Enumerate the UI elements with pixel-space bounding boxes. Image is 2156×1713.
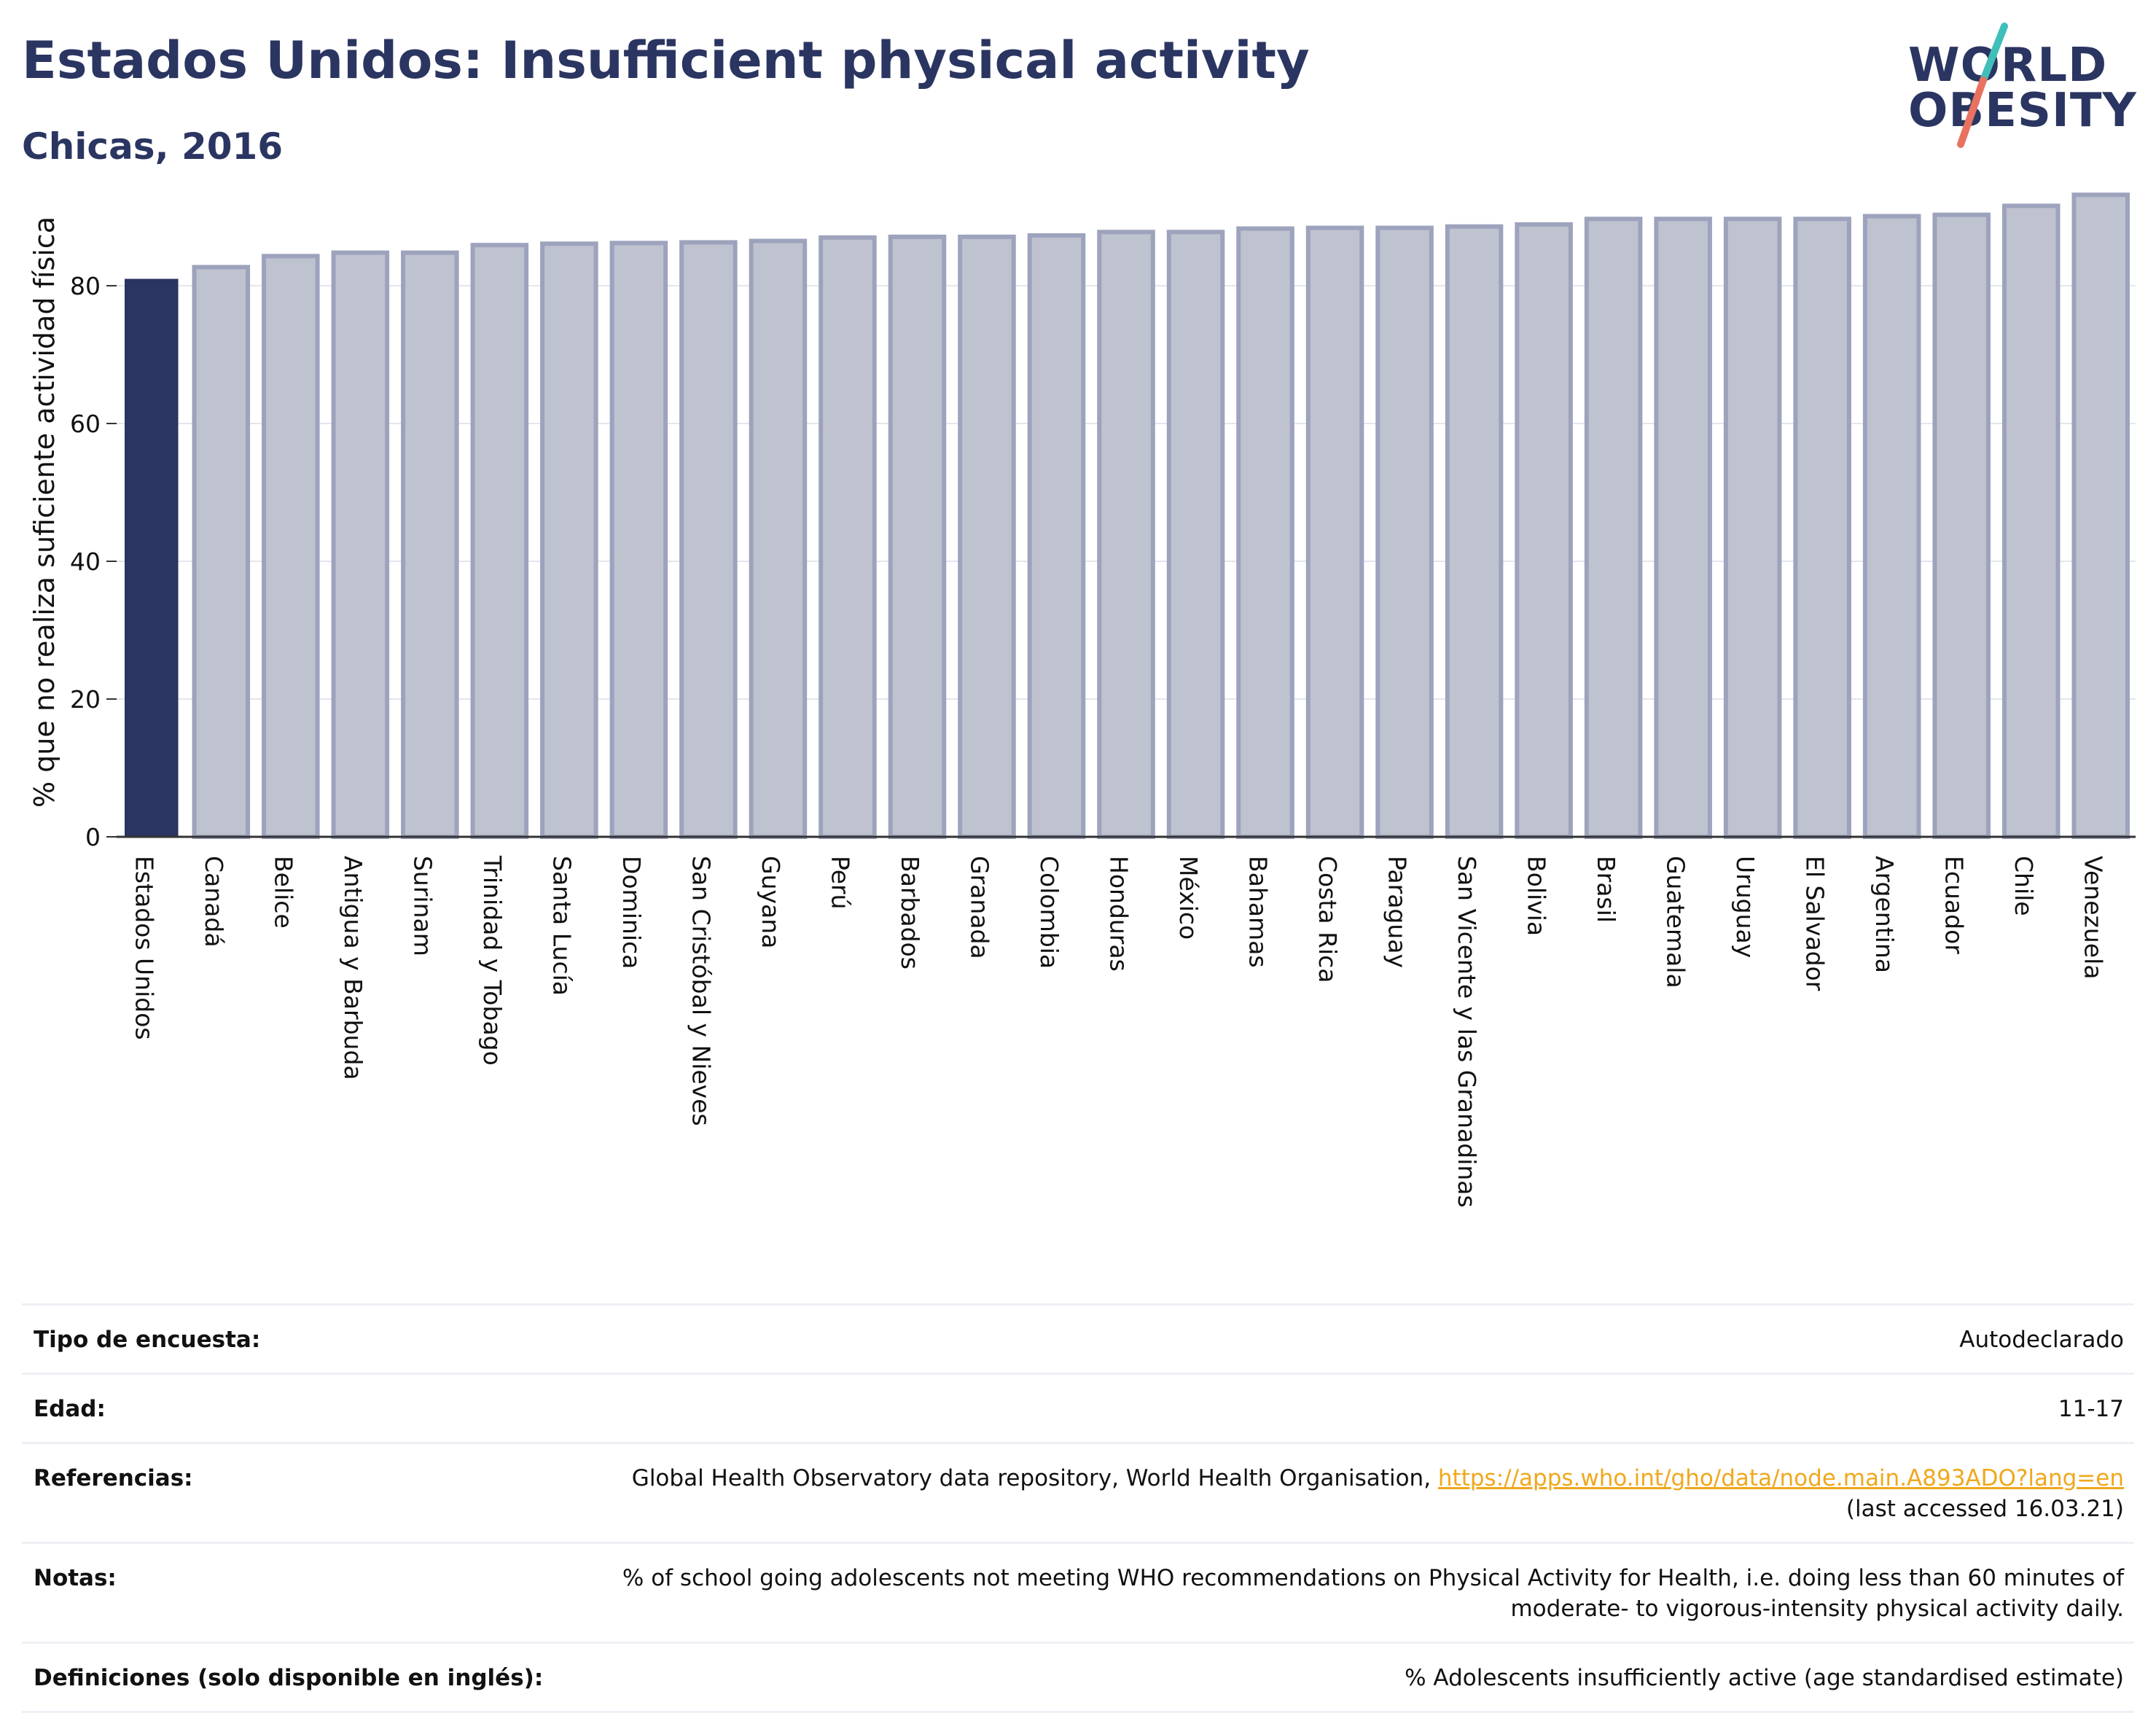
bar (819, 235, 877, 840)
x-tick-label: Granada (965, 856, 993, 959)
info-value: % of school going adolescents not meetin… (520, 1563, 2124, 1624)
bar (1862, 214, 1921, 839)
x-tick-label: Guyana (757, 856, 785, 948)
x-tick-label: Canadá (200, 856, 228, 948)
info-value-suffix: (last accessed 16.03.21) (1846, 1496, 2124, 1522)
x-tick-label: Uruguay (1731, 856, 1759, 958)
logo-line-2: OBESITY (1908, 84, 2137, 138)
info-value-text: Global Health Observatory data repositor… (631, 1465, 1432, 1491)
bar (1654, 216, 1712, 839)
info-row: Edad: 11-17 (22, 1375, 2134, 1444)
bar (1097, 230, 1155, 840)
bar (470, 243, 529, 839)
x-tick-label: Santa Lucía (547, 856, 576, 996)
x-tick-label: Honduras (1105, 856, 1133, 972)
info-value-text: % of school going adolescents not meetin… (622, 1565, 2124, 1622)
y-tick-label: 20 (70, 685, 101, 714)
bar (1584, 216, 1643, 839)
x-tick-label: Ecuador (1940, 856, 1969, 954)
info-value: 11-17 (2058, 1394, 2124, 1424)
bar (1305, 225, 1364, 839)
bar (2071, 192, 2130, 839)
x-tick-label: México (1174, 856, 1203, 940)
info-value: Global Health Observatory data repositor… (632, 1463, 2124, 1524)
bar (888, 234, 947, 839)
info-label: Tipo de encuesta: (34, 1327, 261, 1353)
x-tick-label: Brasil (1592, 856, 1620, 923)
bar (1236, 226, 1294, 840)
x-tick-label: San Cristóbal y Nieves (687, 856, 715, 1126)
info-label: Definiciones (solo disponible en inglés)… (34, 1665, 544, 1691)
bar (1027, 233, 1086, 840)
y-tick-label: 40 (70, 547, 101, 576)
labels: 0 20 40 60 80 Estados Unidos Canadá Belice Antig… (28, 216, 2108, 1208)
bar (1723, 216, 1782, 839)
bar (192, 265, 251, 839)
bar (2001, 203, 2061, 839)
x-tick-label: Venezuela (2079, 856, 2108, 979)
bar (679, 240, 738, 840)
info-row: Referencias: Global Health Observatory da… (22, 1444, 2134, 1544)
x-tick-label: Surinam (408, 856, 437, 956)
x-tick-label: Antigua y Barbuda (339, 856, 367, 1080)
bar (401, 250, 459, 840)
bars (124, 192, 2130, 840)
info-value-text: Autodeclarado (1959, 1327, 2124, 1353)
info-row: Definiciones (solo disponible en inglés)… (22, 1644, 2134, 1713)
info-value: % Adolescents insufficiently active (age… (1405, 1663, 2124, 1693)
axes (106, 284, 2136, 838)
bar (749, 238, 808, 840)
bar (262, 254, 320, 840)
y-tick-label: 0 (85, 823, 101, 851)
x-tick-label: San Vicente y las Granadinas (1453, 856, 1481, 1208)
bar-highlight (124, 278, 179, 837)
bar (1932, 212, 1991, 840)
bar-chart: 0 20 40 60 80 Estados Unidos Canadá Belice Antig… (28, 192, 2136, 1208)
x-tick-label: Chile (2009, 856, 2038, 916)
bar (958, 234, 1016, 839)
bar (609, 241, 668, 839)
world-obesity-logo: WORLD OBESITY (1888, 20, 2143, 159)
bar (1515, 222, 1573, 839)
x-tick-label: Barbados (896, 856, 924, 969)
info-value-text: % Adolescents insufficiently active (age… (1405, 1665, 2124, 1691)
info-label: Notas: (34, 1565, 117, 1591)
bar (1375, 225, 1434, 839)
bar (331, 250, 390, 840)
x-tick-label: Dominica (617, 856, 646, 969)
y-tick-label: 80 (70, 272, 101, 300)
chart-subtitle: Chicas, 2016 (22, 125, 284, 168)
x-tick-label: Colombia (1035, 856, 1063, 969)
x-tick-label: Argentina (1870, 856, 1899, 973)
x-tick-label: Guatemala (1662, 856, 1690, 988)
reference-link[interactable]: https://apps.who.int/gho/data/node.main.… (1437, 1465, 2124, 1491)
logo-slash-icon (1957, 23, 2008, 148)
logo-line-1: WORLD (1908, 39, 2108, 93)
info-label: Edad: (34, 1396, 106, 1422)
bar (1166, 230, 1225, 840)
info-value: Autodeclarado (1959, 1324, 2124, 1355)
info-row: Notas: % of school going adolescents not … (22, 1544, 2134, 1644)
x-tick-label: El Salvador (1801, 856, 1829, 991)
info-value-text: 11-17 (2058, 1396, 2124, 1422)
bar (1793, 216, 1851, 839)
x-tick-label: Perú (826, 856, 854, 910)
info-table: Tipo de encuesta: Autodeclarado Edad: 11-17… (22, 1303, 2134, 1713)
x-tick-label: Bolivia (1523, 856, 1551, 936)
y-axis-label: % que no realiza suficiente actividad fí… (28, 216, 60, 808)
chart-title: Estados Unidos: Insufficient physical ac… (22, 31, 1310, 90)
x-tick-label: Trinidad y Tobago (478, 855, 507, 1066)
x-tick-label: Estados Unidos (130, 856, 158, 1040)
bar (540, 241, 598, 839)
x-tick-label: Belice (269, 856, 297, 929)
info-row: Tipo de encuesta: Autodeclarado (22, 1306, 2134, 1375)
x-tick-label: Bahamas (1244, 856, 1273, 968)
x-tick-label: Paraguay (1383, 856, 1412, 968)
y-tick-label: 60 (70, 410, 101, 438)
bar (1445, 224, 1504, 839)
x-tick-label: Costa Rica (1313, 856, 1342, 983)
info-label: Referencias: (34, 1465, 193, 1491)
